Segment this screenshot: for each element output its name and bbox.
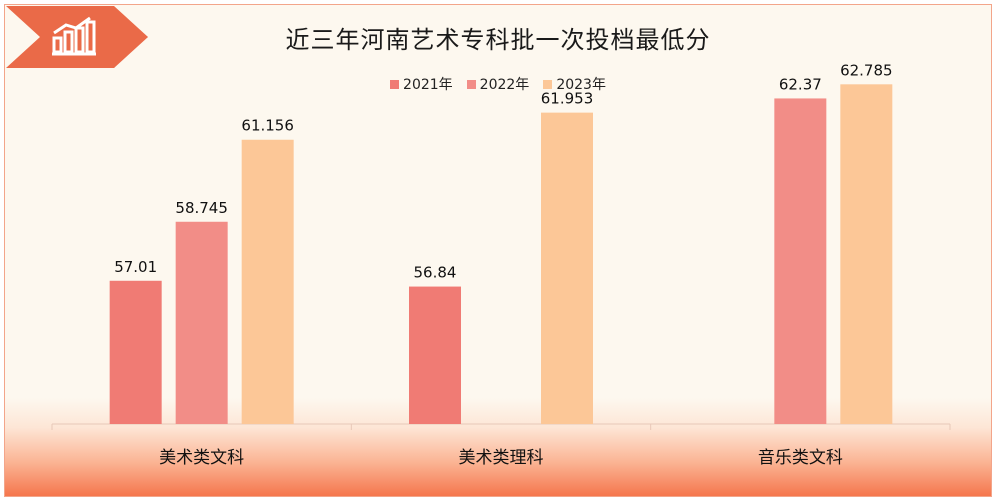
bar-2022年-美术类文科[interactable]	[175, 221, 228, 424]
x-tick-label: 美术类理科	[459, 448, 544, 468]
chart-title: 近三年河南艺术专科批一次投档最低分	[285, 26, 711, 54]
legend-item-2023[interactable]: 2023年	[543, 74, 606, 94]
legend-label-2023: 2023年	[556, 77, 606, 93]
data-label: 62.785	[840, 61, 893, 79]
bar-2023年-美术类文科[interactable]	[241, 139, 294, 424]
data-label: 58.745	[175, 199, 228, 217]
bar-2021年-美术类文科[interactable]	[109, 280, 162, 424]
legend-item-2022[interactable]: 2022年	[466, 74, 530, 94]
bar-chart-trend-icon	[52, 16, 96, 56]
legend-swatch-2021	[390, 79, 400, 89]
data-label: 61.953	[541, 90, 594, 108]
legend-swatch-2022	[466, 79, 476, 89]
x-tick-label: 音乐类文科	[758, 448, 843, 468]
data-label: 62.37	[779, 75, 822, 93]
legend-label-2021: 2021年	[403, 77, 453, 93]
bar-2023年-美术类理科[interactable]	[541, 112, 593, 424]
legend-swatch-2023	[543, 79, 553, 89]
data-label: 57.01	[114, 258, 157, 276]
bar-2023年-音乐类文科[interactable]	[840, 84, 893, 424]
data-label: 56.84	[414, 264, 457, 282]
bar-2021年-美术类理科[interactable]	[409, 286, 461, 424]
data-label: 61.156	[241, 117, 294, 135]
chart-legend: 2021年 2022年 2023年	[0, 74, 996, 94]
chart-frame	[4, 4, 992, 497]
x-tick-label: 美术类文科	[159, 448, 244, 468]
legend-label-2022: 2022年	[479, 77, 530, 93]
legend-item-2021[interactable]: 2021年	[390, 74, 453, 94]
bar-2022年-音乐类文科[interactable]	[774, 98, 827, 424]
title-badge	[6, 6, 148, 68]
